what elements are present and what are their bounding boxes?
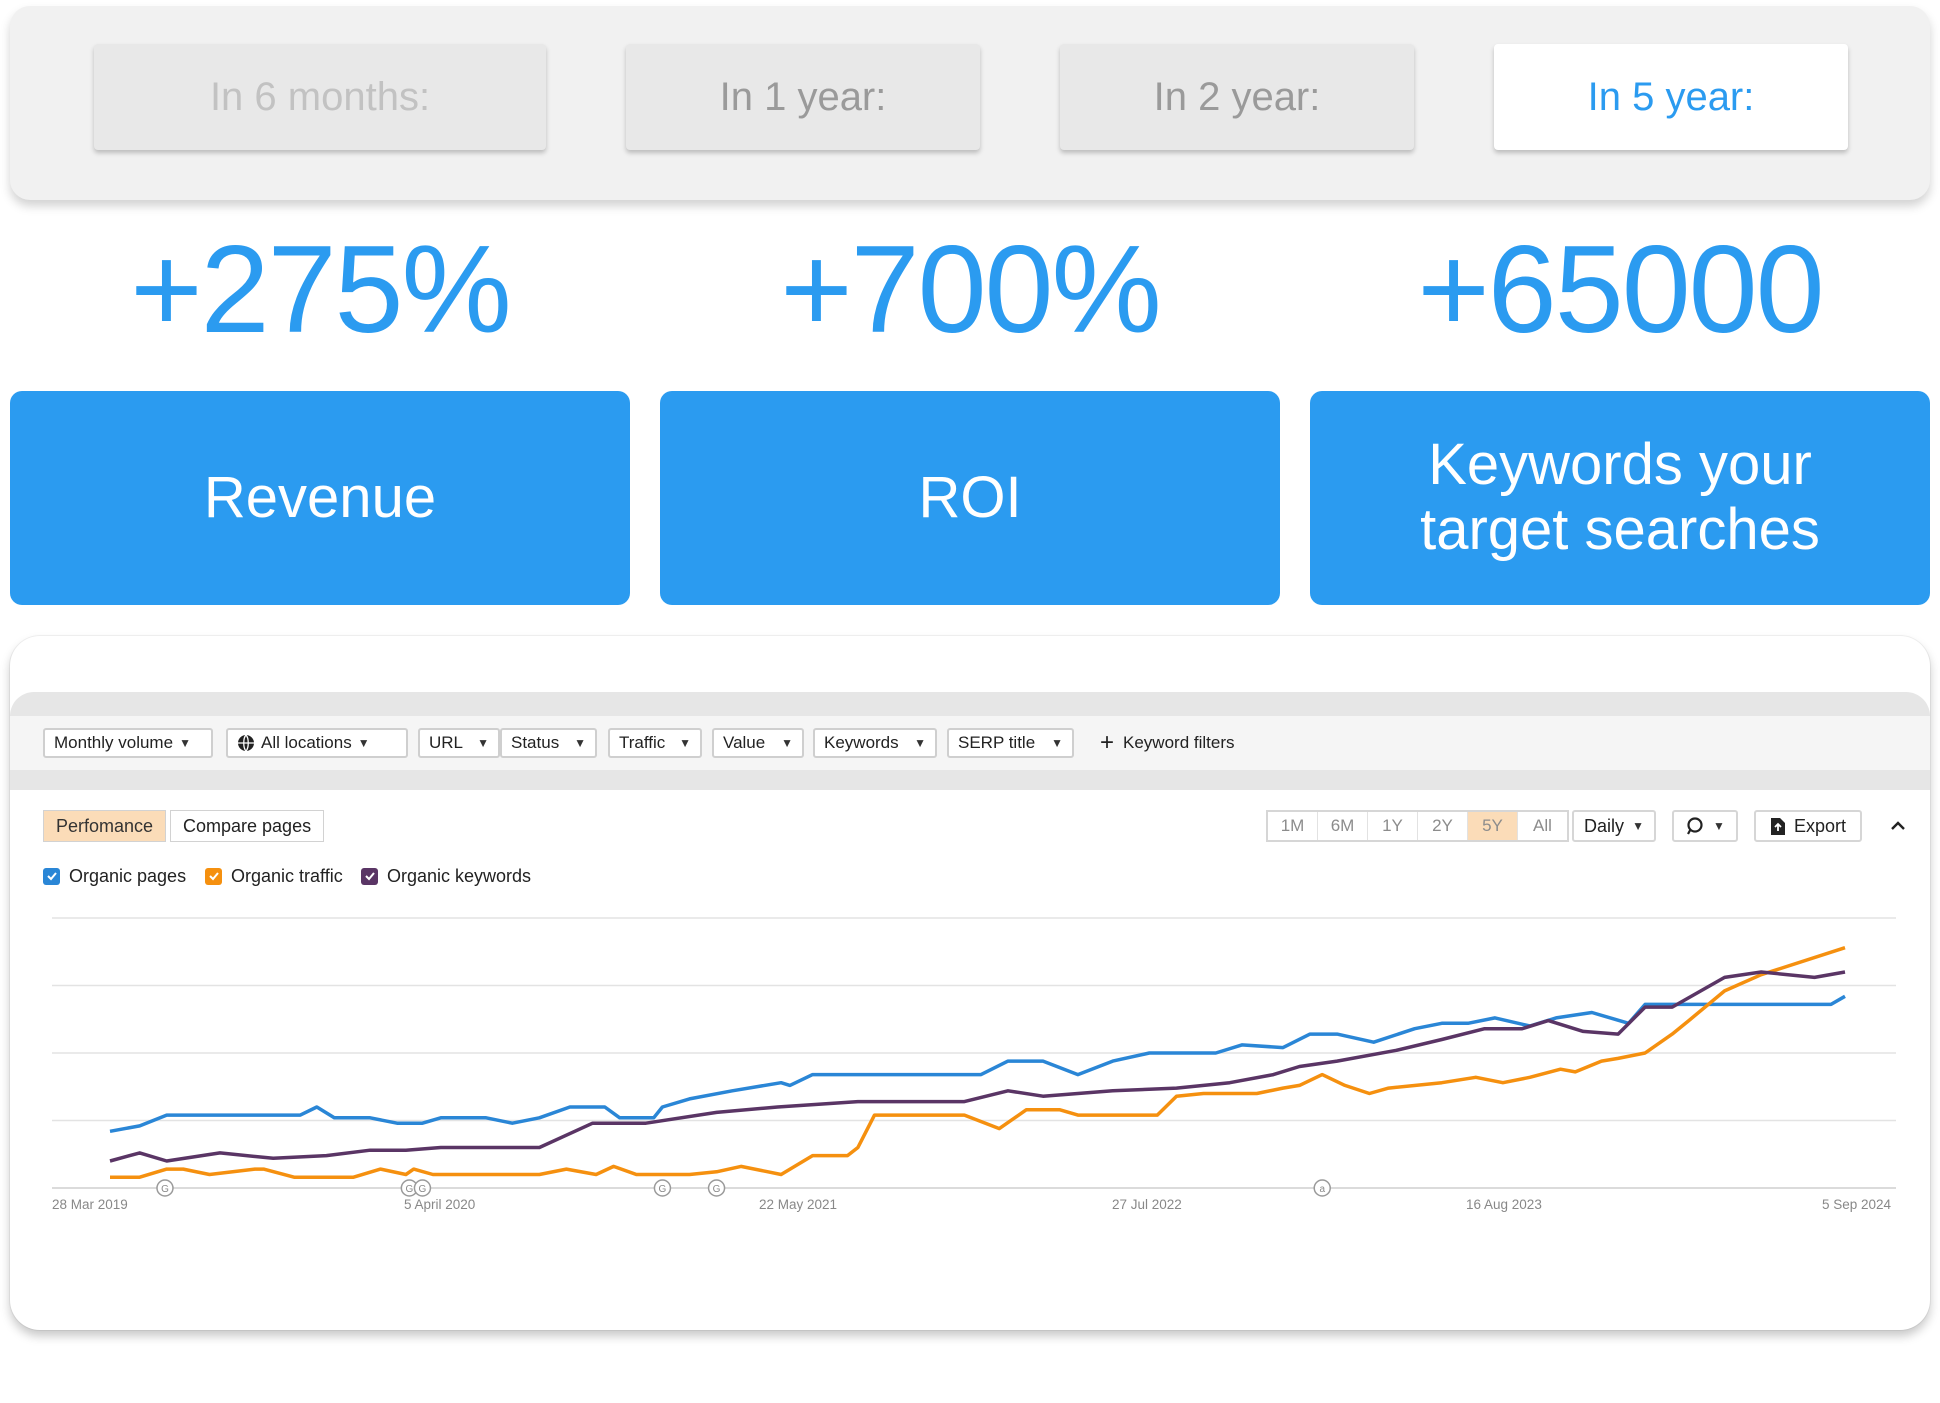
panel-header-band: [10, 692, 1930, 716]
revenue-card: Revenue: [10, 391, 630, 605]
google-update-marker: G: [400, 1179, 419, 1197]
roi-card: ROI: [660, 391, 1280, 605]
chevron-down-icon: ▼: [357, 736, 370, 750]
chevron-down-icon: ▼: [179, 736, 191, 750]
checkbox-checked-icon: [205, 867, 222, 885]
organic-pages-line: [109, 994, 1846, 1134]
legend-organic-traffic-label: Organic traffic: [231, 865, 343, 886]
period-tab-6-months[interactable]: In 6 months:: [94, 44, 546, 150]
interval-label: Daily: [1584, 815, 1625, 836]
interval-select[interactable]: Daily ▼: [1572, 810, 1656, 842]
range-1y-button[interactable]: 1Y: [1368, 812, 1418, 840]
revenue-stat-value: +275%: [130, 221, 512, 359]
performance-panel: Monthly volume ▼ All locations ▼ URL ▼ Stat…: [10, 636, 1930, 1330]
keyword-filters-label: Keyword filters: [1123, 733, 1235, 752]
organic-keywords-line: [109, 970, 1846, 1163]
range-5y-button[interactable]: 5Y: [1468, 812, 1518, 840]
url-label: URL: [429, 733, 464, 752]
svg-text:G: G: [405, 1184, 413, 1195]
value-filter[interactable]: Value ▼: [712, 728, 804, 758]
tab-performance[interactable]: Perfomance: [43, 810, 167, 842]
keyword-filters-button[interactable]: + Keyword filters: [1100, 728, 1235, 758]
period-tab-1-year[interactable]: In 1 year:: [626, 44, 980, 150]
status-label: Status: [511, 733, 560, 752]
range-all-button[interactable]: All: [1533, 816, 1552, 835]
revenue-card-label: Revenue: [203, 464, 437, 530]
chevron-down-icon: ▼: [477, 736, 489, 750]
chevron-down-icon: ▼: [914, 736, 926, 750]
legend-organic-keywords[interactable]: Organic keywords: [361, 864, 531, 888]
x-tick-label: 28 Mar 2019: [52, 1197, 128, 1212]
range-1m-button[interactable]: 1M: [1268, 812, 1318, 840]
comment-icon: [1687, 817, 1703, 835]
google-update-marker: G: [156, 1179, 174, 1197]
monthly-volume-label: Monthly volume: [54, 733, 174, 752]
chevron-down-icon: ▼: [679, 736, 691, 750]
chevron-down-icon: ▼: [1632, 819, 1644, 833]
plus-icon: +: [1100, 729, 1115, 756]
serp-title-label: SERP title: [958, 733, 1036, 752]
svg-text:G: G: [161, 1184, 169, 1195]
legend-organic-pages-label: Organic pages: [69, 865, 187, 886]
export-label: Export: [1793, 815, 1847, 836]
url-filter[interactable]: URL ▼: [418, 728, 500, 758]
legend-organic-traffic[interactable]: Organic traffic: [205, 864, 343, 888]
legend-organic-pages[interactable]: Organic pages: [43, 864, 186, 888]
x-tick-label: 5 Sep 2024: [1822, 1197, 1892, 1212]
x-tick-label: 16 Aug 2023: [1466, 1197, 1542, 1212]
annotations-button[interactable]: ▼: [1672, 810, 1738, 842]
google-update-marker: G: [707, 1179, 726, 1197]
value-label: Value: [723, 733, 766, 752]
keywords-card: Keywords your target searches: [1310, 391, 1930, 605]
status-filter[interactable]: Status ▼: [500, 728, 597, 758]
google-update-marker: G: [413, 1179, 432, 1197]
legend-organic-keywords-label: Organic keywords: [387, 865, 532, 886]
svg-text:G: G: [713, 1184, 721, 1195]
chevron-down-icon: ▼: [1051, 736, 1063, 750]
toolbar-divider: [10, 770, 1930, 790]
keywords-filter[interactable]: Keywords ▼: [813, 728, 937, 758]
chevron-down-icon: ▼: [781, 736, 793, 750]
svg-text:G: G: [659, 1184, 667, 1195]
date-range-selector: 1M 6M 1Y 2Y 5Y All: [1266, 810, 1569, 842]
chevron-down-icon: ▼: [574, 736, 586, 750]
checkbox-checked-icon: [43, 867, 60, 885]
x-tick-label: 22 May 2021: [759, 1197, 838, 1212]
serp-title-filter[interactable]: SERP title ▼: [947, 728, 1074, 758]
traffic-label: Traffic: [619, 733, 666, 752]
range-6m-button[interactable]: 6M: [1318, 812, 1368, 840]
organic-traffic-line: [110, 946, 1846, 1179]
roi-stat-value: +700%: [780, 221, 1162, 359]
chevron-up-icon: [1891, 821, 1905, 830]
period-tab-5-year[interactable]: In 5 year:: [1494, 44, 1848, 150]
tab-compare-pages[interactable]: Compare pages: [170, 810, 325, 842]
globe-icon: [238, 734, 254, 752]
svg-text:a: a: [1319, 1184, 1325, 1195]
range-2y-button[interactable]: 2Y: [1418, 812, 1468, 840]
export-button[interactable]: Export: [1754, 810, 1862, 842]
x-tick-label: 5 April 2020: [404, 1197, 476, 1212]
google-update-marker: G: [653, 1179, 672, 1197]
chevron-down-icon: ▼: [1713, 819, 1725, 833]
keywords-label: Keywords: [824, 733, 899, 752]
annotation-marker: a: [1313, 1179, 1331, 1197]
traffic-filter[interactable]: Traffic ▼: [608, 728, 702, 758]
location-filter[interactable]: All locations ▼: [226, 728, 408, 758]
monthly-volume-filter[interactable]: Monthly volume ▼: [43, 728, 213, 758]
checkbox-checked-icon: [361, 867, 378, 885]
location-label: All locations: [261, 733, 352, 752]
export-icon: [1770, 817, 1785, 835]
svg-text:G: G: [419, 1184, 427, 1195]
keywords-stat-value: +65000: [1417, 221, 1824, 359]
period-tab-2-year[interactable]: In 2 year:: [1060, 44, 1414, 150]
collapse-button[interactable]: [1883, 810, 1913, 842]
roi-card-label: ROI: [918, 464, 1022, 530]
keywords-card-label: Keywords your target searches: [1420, 432, 1820, 562]
x-tick-label: 27 Jul 2022: [1112, 1197, 1182, 1212]
